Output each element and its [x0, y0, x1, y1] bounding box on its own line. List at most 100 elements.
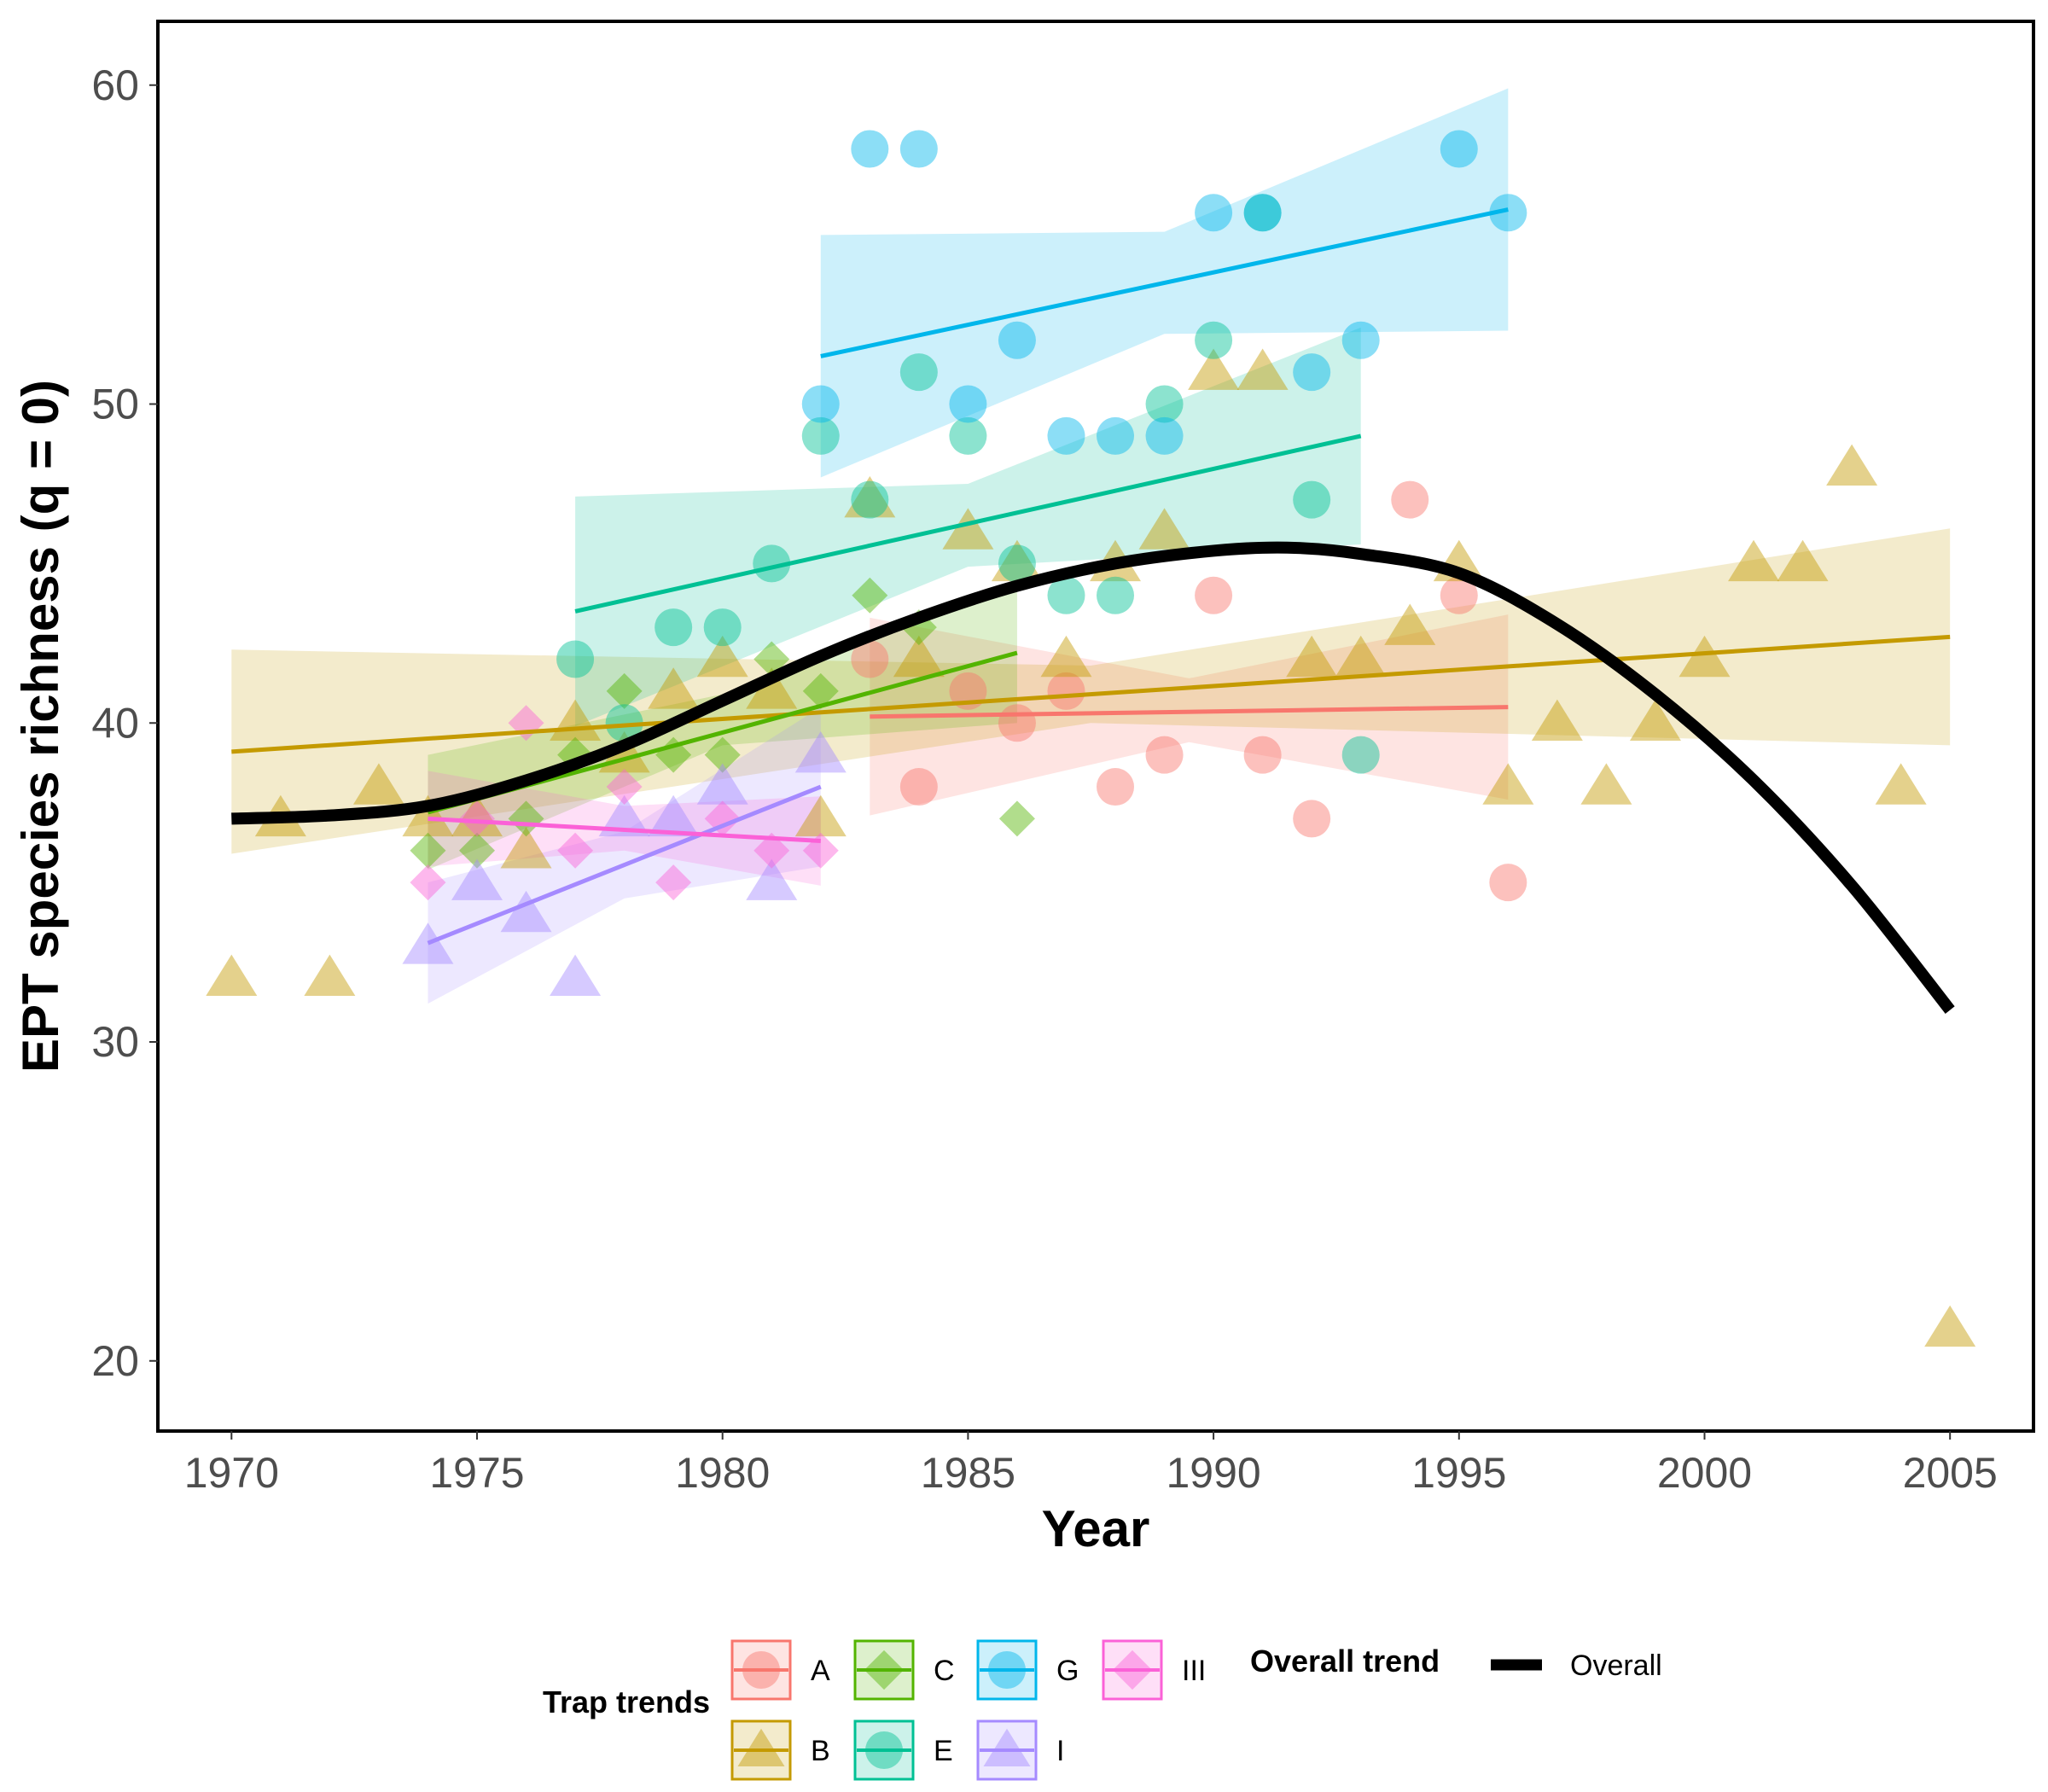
point-b [942, 508, 994, 550]
point-b [893, 635, 945, 678]
point-a [851, 640, 889, 678]
point-e [1243, 194, 1282, 232]
point-e [851, 480, 889, 519]
legend-label: I [1056, 1735, 1064, 1767]
legend-key-i: I [976, 1719, 1064, 1781]
point-b [794, 794, 847, 837]
point-e [998, 544, 1036, 583]
y-tick-label: 20 [91, 1337, 139, 1385]
point-g [1489, 194, 1527, 232]
point-c [410, 832, 446, 869]
point-c [655, 736, 692, 773]
point-b [1236, 348, 1289, 390]
point-b [451, 794, 503, 837]
legend-overall-label: Overall [1570, 1649, 1662, 1682]
point-b [648, 667, 700, 709]
fit-line-e [574, 433, 1362, 614]
point-i [550, 954, 602, 996]
point-g [1341, 321, 1380, 359]
point-b [1188, 348, 1240, 390]
point-a [998, 704, 1036, 742]
y-tick-label: 50 [91, 381, 139, 428]
point-c [802, 672, 839, 709]
y-axis: 20 30 40 50 60 [91, 61, 158, 1385]
point-a [1097, 768, 1135, 806]
point-b [991, 539, 1043, 582]
point-a [1489, 864, 1527, 902]
point-g [949, 385, 987, 423]
point-b [1679, 635, 1731, 678]
plot-border [156, 20, 2035, 1433]
point-e [1145, 385, 1184, 423]
point-iii [557, 832, 594, 869]
point-b [1875, 763, 1927, 805]
legend-key-b: B [730, 1719, 830, 1781]
legend-label: III [1182, 1655, 1206, 1687]
point-e [1195, 321, 1233, 359]
legend-label: E [934, 1735, 953, 1767]
point-b [1384, 603, 1436, 645]
confidence-bands [231, 88, 1951, 1004]
point-a [1145, 736, 1184, 774]
point-g [1097, 416, 1135, 455]
point-a [1195, 576, 1233, 614]
y-tick-label: 30 [91, 1018, 139, 1066]
point-b [746, 667, 798, 709]
fit-line-i [427, 784, 822, 945]
point-g [1243, 194, 1282, 232]
point-g [801, 385, 840, 423]
point-i [794, 731, 847, 773]
point-g [1440, 130, 1478, 168]
band-i [428, 707, 821, 1004]
point-b [1728, 539, 1780, 582]
point-g [1145, 416, 1184, 455]
band-c [428, 582, 1017, 870]
fit-line-b [231, 634, 1951, 754]
legend-key-e: E [853, 1719, 953, 1781]
point-c [704, 736, 741, 773]
point-b [1286, 635, 1338, 678]
point-e [1293, 480, 1331, 519]
point-c [852, 577, 888, 614]
point-g [899, 130, 938, 168]
point-b [1531, 699, 1583, 741]
point-e [949, 416, 987, 455]
y-tick-label: 40 [91, 699, 139, 747]
band-a [870, 614, 1509, 816]
point-b [1040, 635, 1092, 678]
point-i [598, 794, 650, 837]
legend-label: B [811, 1735, 830, 1767]
x-tick-label: 1995 [1411, 1449, 1506, 1497]
point-g [998, 321, 1036, 359]
point-e [801, 416, 840, 455]
point-g [1195, 194, 1233, 232]
x-tick-label: 1990 [1166, 1449, 1260, 1497]
point-i [746, 858, 798, 900]
legend-key-iii: III [1102, 1639, 1206, 1701]
point-b [352, 763, 404, 805]
legend-symbol [983, 1728, 1031, 1766]
point-e [1097, 576, 1135, 614]
point-a [1243, 736, 1282, 774]
point-e [1047, 576, 1085, 614]
point-b [696, 635, 748, 678]
point-g [1293, 353, 1331, 392]
point-a [899, 768, 938, 806]
band-b [231, 528, 1951, 854]
overall-trend [231, 541, 1955, 1014]
legend-trap-title: Trap trends [543, 1684, 710, 1719]
point-c [998, 800, 1035, 837]
x-tick-label: 2000 [1657, 1449, 1752, 1497]
trend-lines [231, 207, 1951, 945]
point-a [1293, 800, 1331, 838]
point-i [500, 890, 552, 933]
point-b [1777, 539, 1829, 582]
data-points [206, 130, 1976, 1347]
point-g [1047, 416, 1085, 455]
x-axis: 1970 1975 1980 1985 1990 1995 2000 2005 [184, 1431, 1998, 1497]
point-b [1629, 699, 1681, 741]
point-b [500, 827, 552, 869]
point-e [655, 608, 693, 647]
